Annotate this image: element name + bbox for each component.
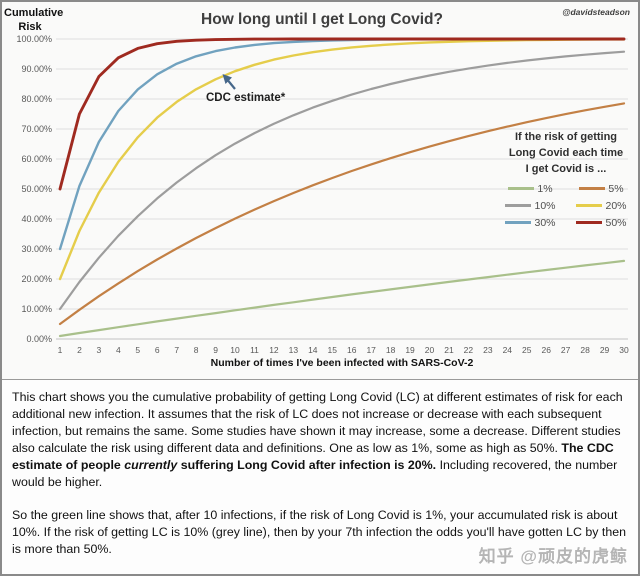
legend-label: 5% [608, 182, 624, 195]
y-tick-label: 20.00% [21, 274, 52, 284]
x-tick-label: 21 [444, 345, 454, 355]
description-panel: This chart shows you the cumulative prob… [2, 380, 638, 574]
x-tick-label: 3 [97, 345, 102, 355]
legend-item-10%: 10% [496, 200, 565, 212]
chart-title: How long until I get Long Covid? [201, 11, 443, 28]
p1-bold-italic-text: currently [124, 458, 178, 472]
x-tick-label: 25 [522, 345, 532, 355]
legend-label: 50% [605, 216, 627, 229]
legend-swatch-30% [505, 221, 532, 225]
p1-bold-text: The CDC estimate of people [12, 441, 614, 472]
series-line-1% [58, 259, 626, 338]
x-tick-label: 26 [541, 345, 551, 355]
x-tick-label: 7 [174, 345, 179, 355]
x-tick-label: 23 [483, 345, 493, 355]
x-tick-label: 30 [619, 345, 629, 355]
x-tick-label: 9 [213, 345, 218, 355]
y-axis-title-line1: Cumulative [4, 7, 64, 19]
y-tick-label: 60.00% [21, 154, 52, 164]
p1-bold-text-cont: suffering Long Covid after infection is … [177, 458, 437, 472]
legend-title: If the risk of getting Long Covid each t… [496, 130, 636, 178]
x-tick-label: 20 [425, 345, 435, 355]
legend-label: 20% [605, 199, 627, 212]
x-tick-label: 13 [289, 345, 299, 355]
x-tick-label: 6 [155, 345, 160, 355]
legend-title-line2: Long Covid each time [508, 146, 624, 159]
y-tick-label: 0.00% [26, 334, 52, 344]
x-tick-label: 14 [308, 345, 318, 355]
x-tick-label: 19 [405, 345, 415, 355]
y-axis-title: Cumulative Risk [4, 7, 64, 35]
description-paragraph-2: So the green line shows that, after 10 i… [12, 508, 626, 556]
x-tick-label: 18 [386, 345, 396, 355]
x-axis-title: Number of times I've been infected with … [210, 357, 474, 369]
y-tick-label: 10.00% [21, 304, 52, 314]
x-tick-label: 1 [58, 345, 63, 355]
legend-item-5%: 5% [567, 183, 636, 195]
y-tick-label: 80.00% [21, 94, 52, 104]
x-tick-label: 22 [464, 345, 474, 355]
x-tick-label: 16 [347, 345, 357, 355]
legend-swatch-1% [508, 187, 535, 191]
x-tick-label: 28 [580, 345, 590, 355]
legend-label: 10% [534, 199, 556, 212]
x-tick-label: 17 [366, 345, 376, 355]
x-tick-label: 11 [250, 345, 259, 355]
y-tick-label: 70.00% [21, 124, 52, 134]
x-tick-label: 10 [230, 345, 240, 355]
legend-label: 1% [537, 182, 553, 195]
x-tick-label: 8 [194, 345, 199, 355]
legend-item-1%: 1% [496, 183, 565, 195]
arrow-cursor-icon [222, 74, 236, 90]
legend-items: 1% 5% 10% 20% 30% 50% [496, 183, 636, 229]
x-tick-label: 2 [77, 345, 82, 355]
y-tick-label: 100.00% [16, 34, 52, 44]
legend-item-20%: 20% [567, 200, 636, 212]
y-tick-label: 50.00% [21, 184, 52, 194]
legend-swatch-50% [576, 221, 603, 225]
legend-swatch-20% [576, 204, 603, 208]
chart-panel: 100.00% 90.00% 80.00% 70.00% 60.00% 50.00% 40.… [2, 2, 638, 380]
y-tick-label: 30.00% [21, 244, 52, 254]
legend-swatch-10% [505, 204, 532, 208]
x-tick-label: 4 [116, 345, 121, 355]
x-tick-label: 27 [561, 345, 571, 355]
legend-swatch-5% [579, 187, 606, 191]
x-tick-label: 12 [269, 345, 279, 355]
legend: If the risk of getting Long Covid each t… [496, 130, 636, 229]
author-credit: @davidsteadson [562, 7, 630, 17]
x-tick-label: 29 [600, 345, 610, 355]
x-tick-label: 5 [135, 345, 140, 355]
watermark: 知乎 @顽皮的虎鲸 [478, 547, 628, 566]
description-paragraph-1: This chart shows you the cumulative prob… [12, 389, 626, 491]
p1-text: This chart shows you the cumulative prob… [12, 390, 623, 455]
y-tick-label: 40.00% [21, 214, 52, 224]
p1-text-end: Including recovered, the number would be… [12, 458, 618, 489]
legend-label: 30% [534, 216, 556, 229]
legend-item-50%: 50% [567, 217, 636, 229]
y-tick-label: 90.00% [21, 64, 52, 74]
legend-item-30%: 30% [496, 217, 565, 229]
legend-title-line1: If the risk of getting [514, 131, 618, 143]
legend-title-line3: I get Covid is ... [525, 162, 607, 175]
x-tick-label: 15 [328, 345, 338, 355]
x-tick-label: 24 [503, 345, 513, 355]
cdc-estimate-annotation: CDC estimate* [206, 92, 286, 104]
y-axis-title-line2: Risk [18, 20, 42, 33]
